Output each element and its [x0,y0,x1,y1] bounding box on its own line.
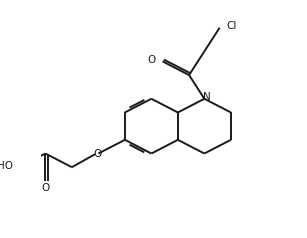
Text: HO: HO [0,161,13,172]
Text: O: O [148,55,156,65]
Text: Cl: Cl [226,21,237,31]
Text: O: O [42,183,50,193]
Text: O: O [93,149,101,159]
Text: N: N [204,92,211,102]
